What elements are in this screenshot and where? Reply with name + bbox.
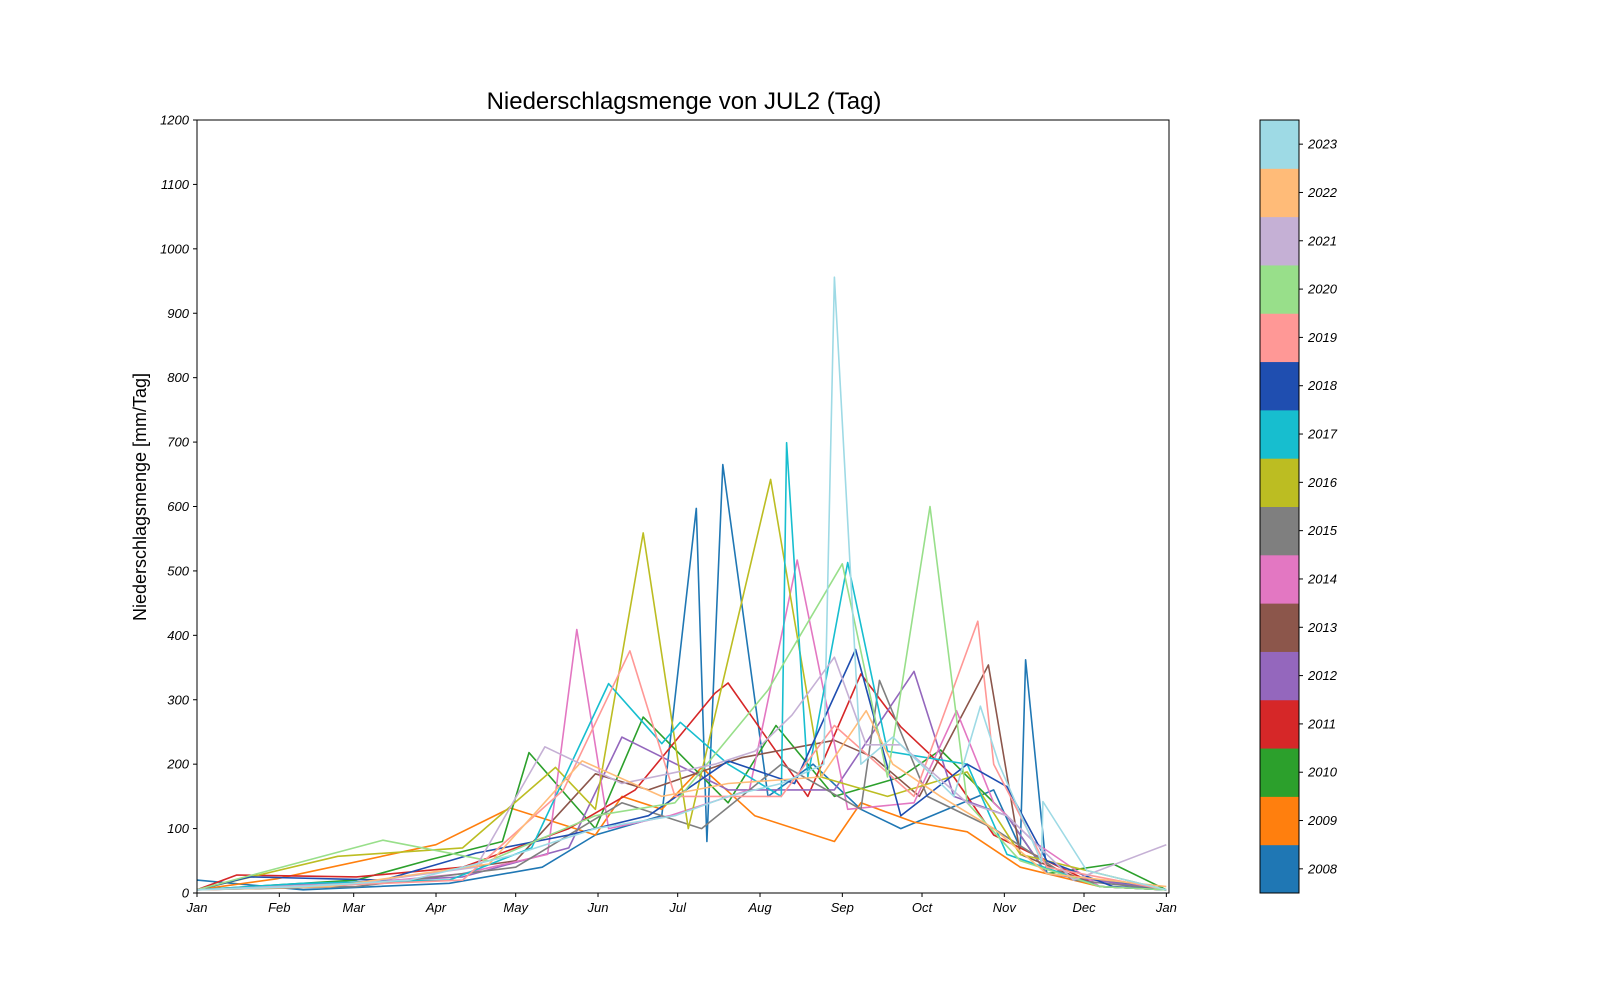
series-line-2011: [196, 673, 1167, 891]
colorbar-swatch-2023: [1260, 120, 1299, 169]
x-tick-label: Sep: [831, 900, 854, 915]
series-line-2015: [196, 679, 1167, 891]
colorbar-swatch-2015: [1260, 506, 1299, 556]
series-layer: [196, 276, 1167, 891]
series-line-2019: [196, 620, 1167, 891]
colorbar-label: 2011: [1307, 716, 1336, 731]
plot-frame: [196, 119, 1170, 894]
x-tick-label: Dec: [1072, 900, 1096, 915]
x-tick-label: Jan: [186, 900, 208, 915]
y-tick-label: 1000: [160, 241, 190, 256]
y-axis-title: Niederschlagsmenge [mm/Tag]: [130, 373, 150, 621]
colorbar-label: 2010: [1307, 765, 1338, 780]
x-axis-ticks: Jan Feb Mar Apr May Jun Jul Aug Sep Oct Nov Dec Jan: [186, 893, 1177, 915]
series-line-2009: [196, 766, 1167, 891]
colorbar-swatch-2008: [1260, 844, 1299, 894]
y-tick-label: 1200: [160, 113, 190, 128]
colorbar-swatch-2014: [1260, 554, 1299, 604]
colorbar-swatch-2010: [1260, 748, 1299, 797]
x-tick-label: Feb: [268, 900, 290, 915]
colorbar-label: 2017: [1307, 427, 1338, 442]
colorbar-swatch-2021: [1260, 216, 1299, 266]
year-colorbar: 2008 2009 2010 2011 2012 2013 2014 2015 2016 2017…: [1259, 119, 1338, 894]
y-tick-label: 0: [182, 886, 190, 901]
colorbar-label: 2016: [1307, 475, 1338, 490]
series-line-2018: [196, 648, 1167, 891]
colorbar-swatch-2018: [1260, 361, 1299, 411]
series-line-2021: [196, 656, 1167, 891]
colorbar-swatch-2019: [1260, 313, 1299, 363]
y-axis-ticks: 0 100 200 300 400 500 600 700 800 900 1000 1100 1200: [160, 113, 197, 901]
y-tick-label: 700: [167, 435, 189, 450]
x-tick-label: Jan: [1155, 900, 1177, 915]
y-tick-label: 400: [167, 628, 189, 643]
colorbar-frame: [1259, 119, 1300, 894]
x-tick-label: May: [503, 900, 529, 915]
colorbar-swatch-2013: [1260, 603, 1299, 652]
y-tick-label: 600: [167, 499, 189, 514]
colorbar-label: 2019: [1307, 330, 1337, 345]
series-line-2023: [196, 276, 1167, 891]
colorbar-label: 2018: [1307, 378, 1338, 393]
colorbar-label: 2021: [1307, 233, 1337, 248]
colorbar-swatch-2016: [1260, 458, 1299, 507]
colorbar-label: 2022: [1307, 185, 1338, 200]
series-line-2016: [196, 478, 1167, 891]
x-tick-label: Apr: [425, 900, 447, 915]
y-tick-label: 300: [167, 692, 189, 707]
y-tick-label: 1100: [161, 177, 190, 192]
x-tick-label: Jul: [668, 900, 687, 915]
y-tick-label: 200: [166, 757, 189, 772]
y-tick-label: 500: [167, 563, 189, 578]
x-tick-label: Mar: [342, 900, 365, 915]
chart-title: Niederschlagsmenge von JUL2 (Tag): [487, 88, 882, 115]
colorbar-label: 2020: [1307, 282, 1338, 297]
x-tick-label: Aug: [747, 900, 772, 915]
series-line-2022: [196, 709, 1167, 891]
y-tick-label: 100: [167, 821, 189, 836]
x-tick-label: Nov: [993, 900, 1018, 915]
colorbar-swatch-2022: [1260, 168, 1299, 218]
colorbar-label: 2013: [1307, 620, 1338, 635]
y-tick-label: 800: [167, 370, 189, 385]
series-line-2008: [196, 463, 1154, 891]
colorbar-swatch-2009: [1260, 796, 1299, 846]
colorbar-label: 2008: [1307, 861, 1338, 876]
colorbar-swatch-2020: [1260, 264, 1299, 314]
colorbar-label: 2015: [1307, 523, 1338, 538]
x-tick-label: Oct: [912, 900, 934, 915]
colorbar-swatch-2012: [1260, 651, 1299, 701]
y-tick-label: 900: [167, 306, 189, 321]
colorbar-label: 2023: [1307, 137, 1338, 152]
colorbar-label: 2012: [1307, 668, 1338, 683]
x-tick-label: Jun: [587, 900, 609, 915]
colorbar-swatch-2011: [1260, 699, 1299, 749]
colorbar-swatch-2017: [1260, 409, 1299, 459]
colorbar-label: 2014: [1307, 571, 1337, 586]
colorbar-label: 2009: [1307, 813, 1337, 828]
